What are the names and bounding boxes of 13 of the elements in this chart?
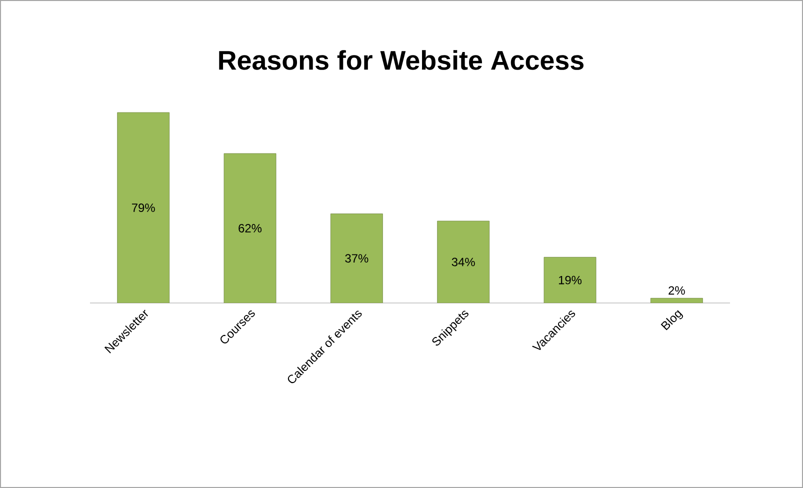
data-label: 62% [238,224,262,232]
bar [117,112,170,303]
data-label: 2% [668,286,685,295]
data-label: 34% [452,258,475,266]
chart-title: Reasons for Website Access [219,50,584,70]
data-label: 19% [558,276,582,284]
bar [650,298,703,303]
bar [544,256,596,303]
data-label: 37% [345,254,368,263]
data-label: 79% [132,204,155,212]
bar [330,214,383,303]
bar [224,153,276,303]
bar [437,220,490,303]
